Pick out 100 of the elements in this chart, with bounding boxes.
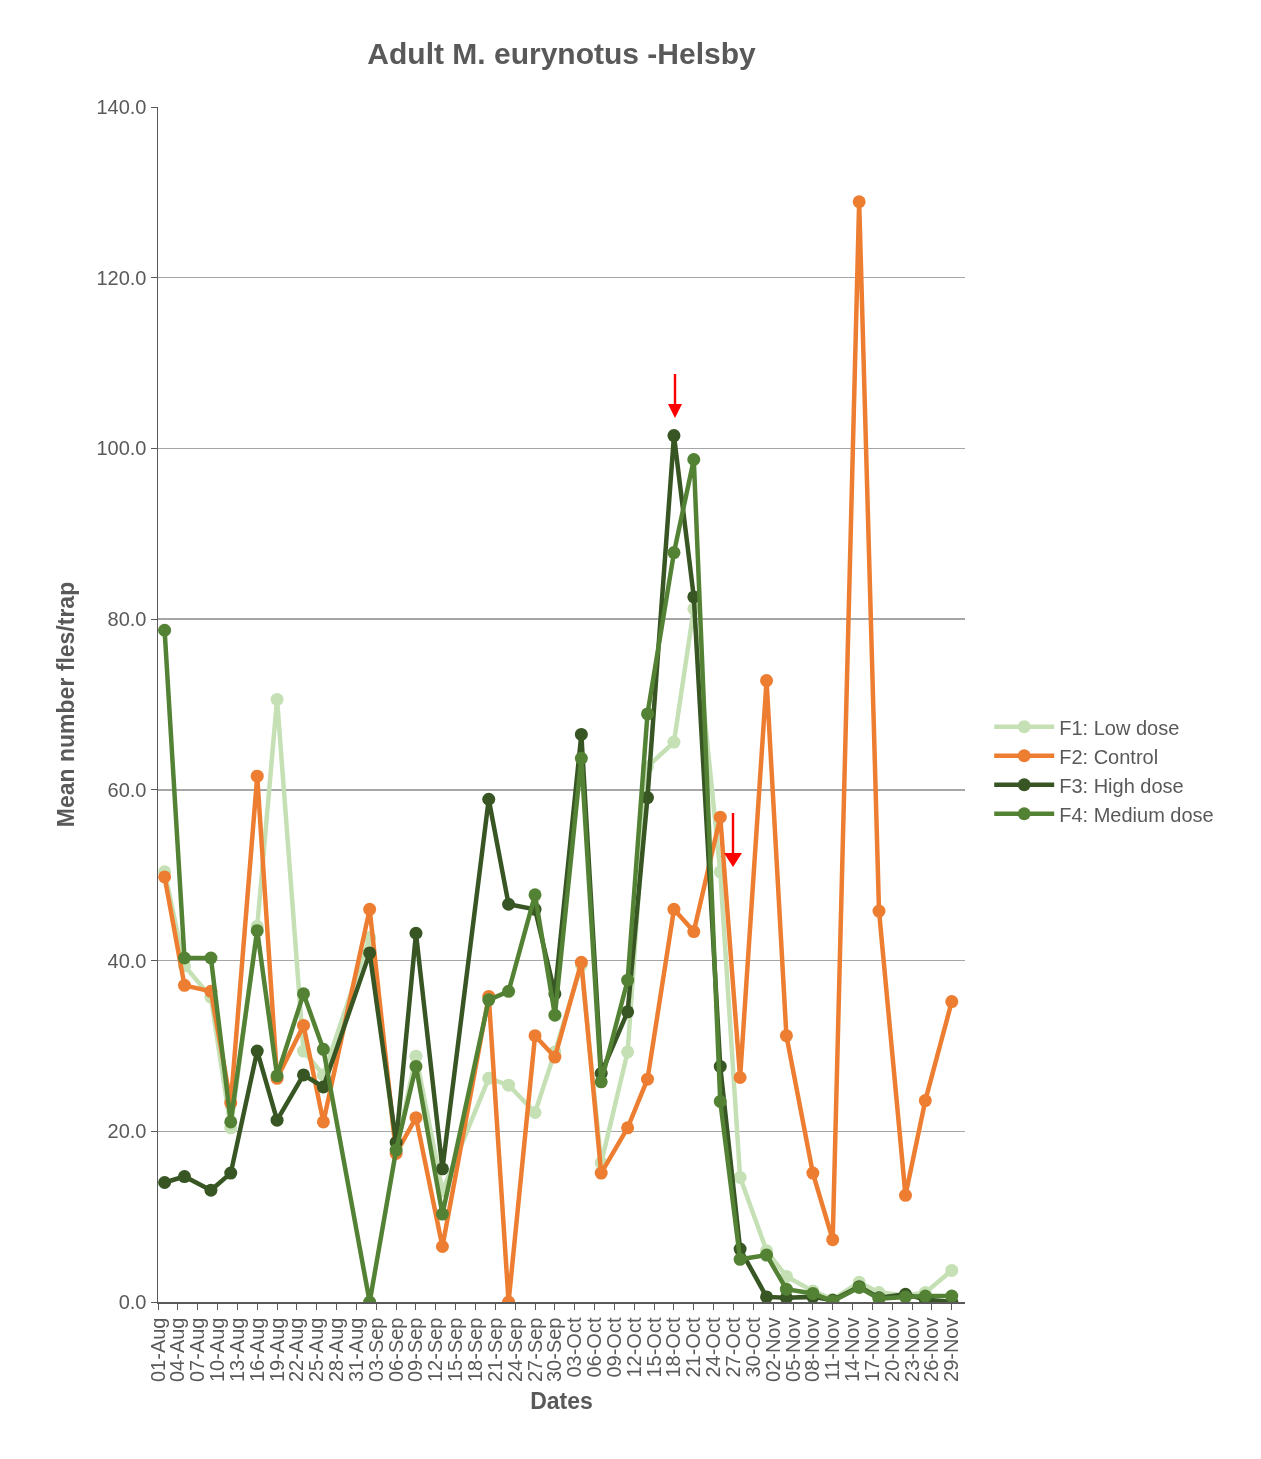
legend-label: F2: Control <box>1059 745 1159 768</box>
point <box>250 924 264 938</box>
y-tick-label: 60.0 <box>107 778 147 801</box>
point <box>945 995 959 1009</box>
point <box>270 1113 284 1127</box>
x-tick-label: 26-Nov <box>920 1317 943 1382</box>
point <box>316 1115 330 1129</box>
point <box>687 925 701 939</box>
point <box>297 1068 311 1082</box>
x-tick-label: 23-Nov <box>900 1317 923 1382</box>
x-tick-label: 15-Oct <box>642 1317 665 1378</box>
point <box>316 1042 330 1056</box>
point <box>621 1121 635 1135</box>
point <box>482 993 496 1007</box>
y-tick-label: 40.0 <box>107 949 147 972</box>
point <box>733 1170 747 1184</box>
x-tick-label: 02-Nov <box>761 1317 784 1382</box>
x-tick-label: 08-Nov <box>801 1317 824 1382</box>
x-tick-label: 30-Oct <box>741 1317 764 1378</box>
point <box>270 692 284 706</box>
point <box>177 978 191 992</box>
x-tick-label: 29-Nov <box>940 1317 963 1382</box>
point <box>297 1018 311 1032</box>
point <box>779 1282 793 1296</box>
x-tick-label: 05-Nov <box>781 1317 804 1382</box>
point <box>574 751 588 765</box>
x-tick-label: 18-Oct <box>662 1317 685 1378</box>
point <box>204 951 218 965</box>
point <box>760 674 774 688</box>
point <box>667 735 681 749</box>
x-axis-title: Dates <box>530 1388 593 1415</box>
point <box>687 453 701 467</box>
point <box>713 810 727 824</box>
point <box>409 926 423 940</box>
point <box>806 1166 820 1180</box>
point <box>250 1044 264 1058</box>
point <box>177 951 191 965</box>
x-tick-label: 01-Aug <box>146 1317 169 1382</box>
point <box>779 1029 793 1043</box>
point <box>641 707 654 721</box>
point <box>733 1252 747 1266</box>
point <box>733 1071 747 1084</box>
point <box>621 1005 635 1019</box>
point <box>204 1183 218 1197</box>
point <box>250 769 264 783</box>
y-tick-label: 120.0 <box>96 266 147 289</box>
x-tick-label: 12-Oct <box>622 1317 645 1378</box>
point <box>177 1170 191 1184</box>
point <box>594 1075 608 1089</box>
point <box>872 904 886 918</box>
point <box>502 984 516 998</box>
point <box>409 1111 423 1125</box>
point <box>224 1115 238 1129</box>
point <box>528 888 542 902</box>
legend-label: F1: Low dose <box>1059 716 1180 739</box>
y-tick-label: 140.0 <box>96 96 147 118</box>
x-tick-label: 20-Nov <box>880 1317 903 1382</box>
point <box>852 195 866 209</box>
point <box>158 623 172 637</box>
point <box>667 546 681 560</box>
point <box>435 1162 449 1176</box>
x-tick-label: 11-Nov <box>821 1317 844 1381</box>
point <box>621 973 635 987</box>
point <box>667 429 681 443</box>
point <box>363 946 377 960</box>
point <box>528 1029 542 1043</box>
point <box>760 1290 774 1302</box>
legend-label: F4: Medium dose <box>1059 803 1214 826</box>
point <box>158 870 172 884</box>
point <box>482 792 496 806</box>
point <box>435 1207 449 1221</box>
point <box>760 1248 774 1262</box>
point <box>898 1188 912 1202</box>
point <box>574 727 588 741</box>
point <box>528 1106 542 1119</box>
point <box>158 1176 172 1189</box>
point <box>548 1008 562 1022</box>
point <box>594 1166 608 1180</box>
legend-label: F3: High dose <box>1059 774 1184 797</box>
y-tick-label: 100.0 <box>96 437 147 460</box>
chart-title: Adult M. eurynotus -Helsby <box>367 36 756 70</box>
point <box>409 1059 423 1073</box>
y-tick-label: 0.0 <box>118 1291 147 1313</box>
point <box>667 902 681 916</box>
point <box>297 987 311 1001</box>
point <box>641 1072 654 1086</box>
point <box>621 1045 635 1059</box>
point <box>502 897 516 911</box>
point <box>363 902 377 916</box>
y-tick-label: 20.0 <box>107 1120 147 1143</box>
point <box>826 1233 840 1247</box>
point <box>502 1078 516 1092</box>
y-axis-title: Mean number fles/trap <box>53 581 80 828</box>
x-tick-label: 21-Oct <box>682 1317 705 1378</box>
point <box>548 1050 562 1064</box>
point <box>713 1094 727 1108</box>
y-tick-label: 80.0 <box>107 608 147 631</box>
point <box>435 1240 449 1254</box>
point <box>224 1166 238 1180</box>
point <box>918 1094 932 1108</box>
